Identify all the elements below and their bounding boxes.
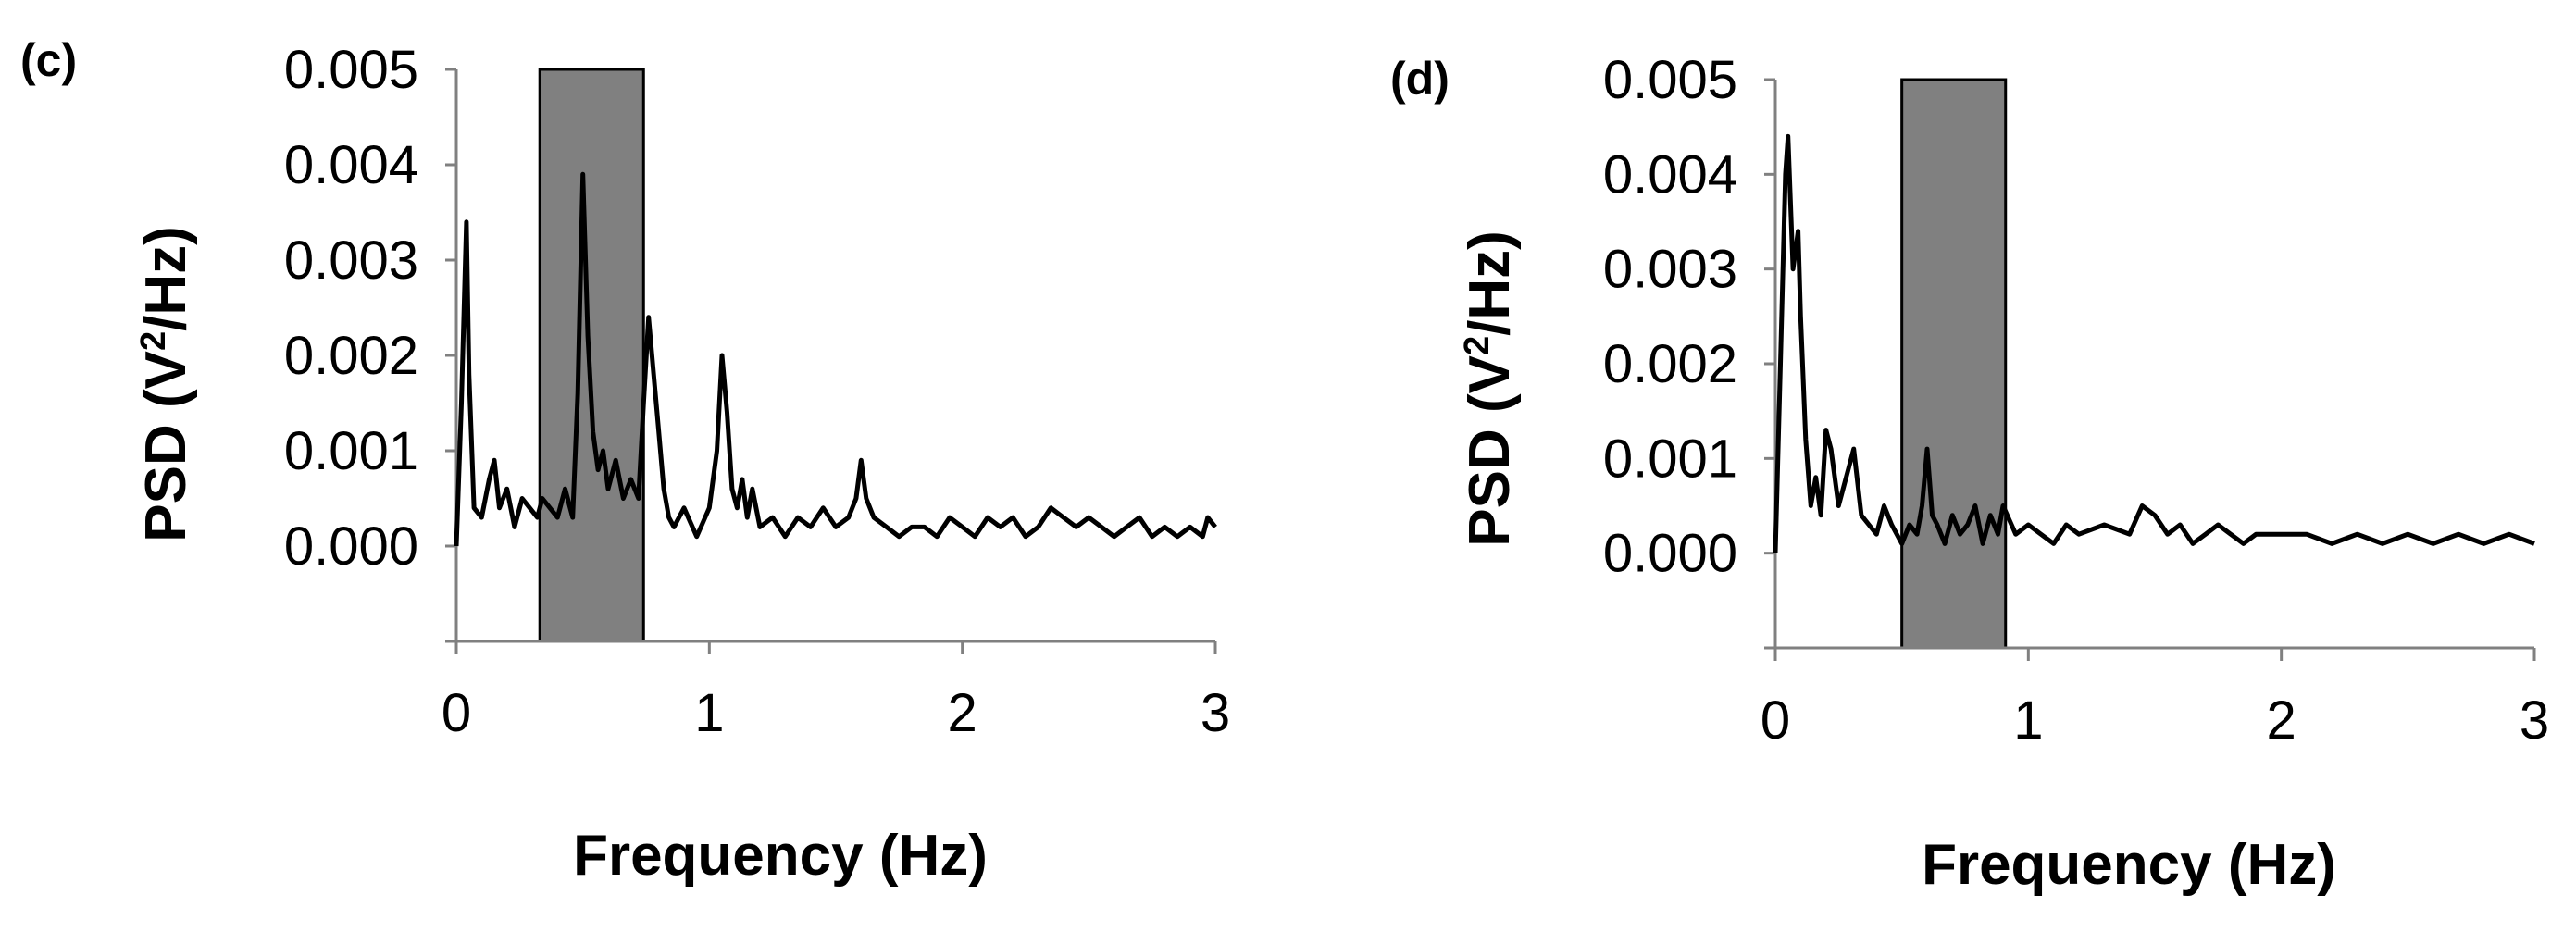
x-tick-label-c: 1 xyxy=(694,683,724,743)
panel-c: (c) PSD (V2/Hz) Frequency (Hz) 0.0000.00… xyxy=(20,34,1230,888)
x-axis-title-c: Frequency (Hz) xyxy=(573,824,988,888)
shaded-band-d xyxy=(1900,78,2008,650)
y-tick-label-c: 0.004 xyxy=(284,135,418,195)
y-tick-label-c: 0.003 xyxy=(284,230,418,291)
y-axis-title-c-sup: 2 xyxy=(134,331,173,351)
y-axis-title-c: PSD (V2/Hz) xyxy=(134,226,198,542)
x-tick-label-d: 2 xyxy=(2267,690,2296,751)
panel-label-d: (d) xyxy=(1390,53,1450,105)
y-axis-title-c-post: /Hz) xyxy=(134,226,198,331)
x-tick-label-d: 0 xyxy=(1761,690,1790,751)
y-axis-title-d-sup: 2 xyxy=(1458,336,1497,355)
y-tick-label-c: 0.005 xyxy=(284,40,418,100)
x-tick-label-c: 0 xyxy=(442,683,471,743)
plot-area-d: 0.000 0.001 0.002 0.003 0.004 0.005 0 1 2 3 xyxy=(1603,50,2549,751)
y-axis-title-d: PSD (V2/Hz) xyxy=(1458,230,1522,547)
y-tick-label-c: 0.001 xyxy=(284,421,418,481)
panel-label-c: (c) xyxy=(20,34,77,86)
y-tick-label-c: 0.002 xyxy=(284,326,418,386)
y-axis-title-d-post: /Hz) xyxy=(1458,230,1522,336)
y-tick-label-d: 0.005 xyxy=(1603,50,1737,110)
y-tick-label-d: 0.002 xyxy=(1603,334,1737,394)
y-tick-label-d: 0.001 xyxy=(1603,429,1737,489)
y-axis-title-c-pre: PSD (V xyxy=(134,351,198,542)
psd-line-c xyxy=(454,171,1217,547)
y-tick-label-d: 0.003 xyxy=(1603,240,1737,300)
shaded-band-c xyxy=(538,68,645,643)
x-axis-title-d: Frequency (Hz) xyxy=(1922,833,2336,897)
y-tick-label-d: 0.000 xyxy=(1603,524,1737,584)
y-axis-title-d-pre: PSD (V xyxy=(1458,355,1522,547)
x-tick-label-c: 3 xyxy=(1201,683,1230,743)
y-tick-label-c: 0.000 xyxy=(284,516,418,577)
y-tick-label-d: 0.004 xyxy=(1603,144,1737,205)
x-tick-label-d: 3 xyxy=(2520,690,2549,751)
x-tick-label-d: 1 xyxy=(2013,690,2043,751)
psd-line-d xyxy=(1773,133,2535,553)
plot-area-c: 0.000 0.001 0.002 0.003 0.004 0.005 0 1 2 3 xyxy=(284,40,1230,743)
panel-d: (d) PSD (V2/Hz) Frequency (Hz) 0.0000.00… xyxy=(1390,50,2549,897)
x-tick-label-c: 2 xyxy=(948,683,977,743)
